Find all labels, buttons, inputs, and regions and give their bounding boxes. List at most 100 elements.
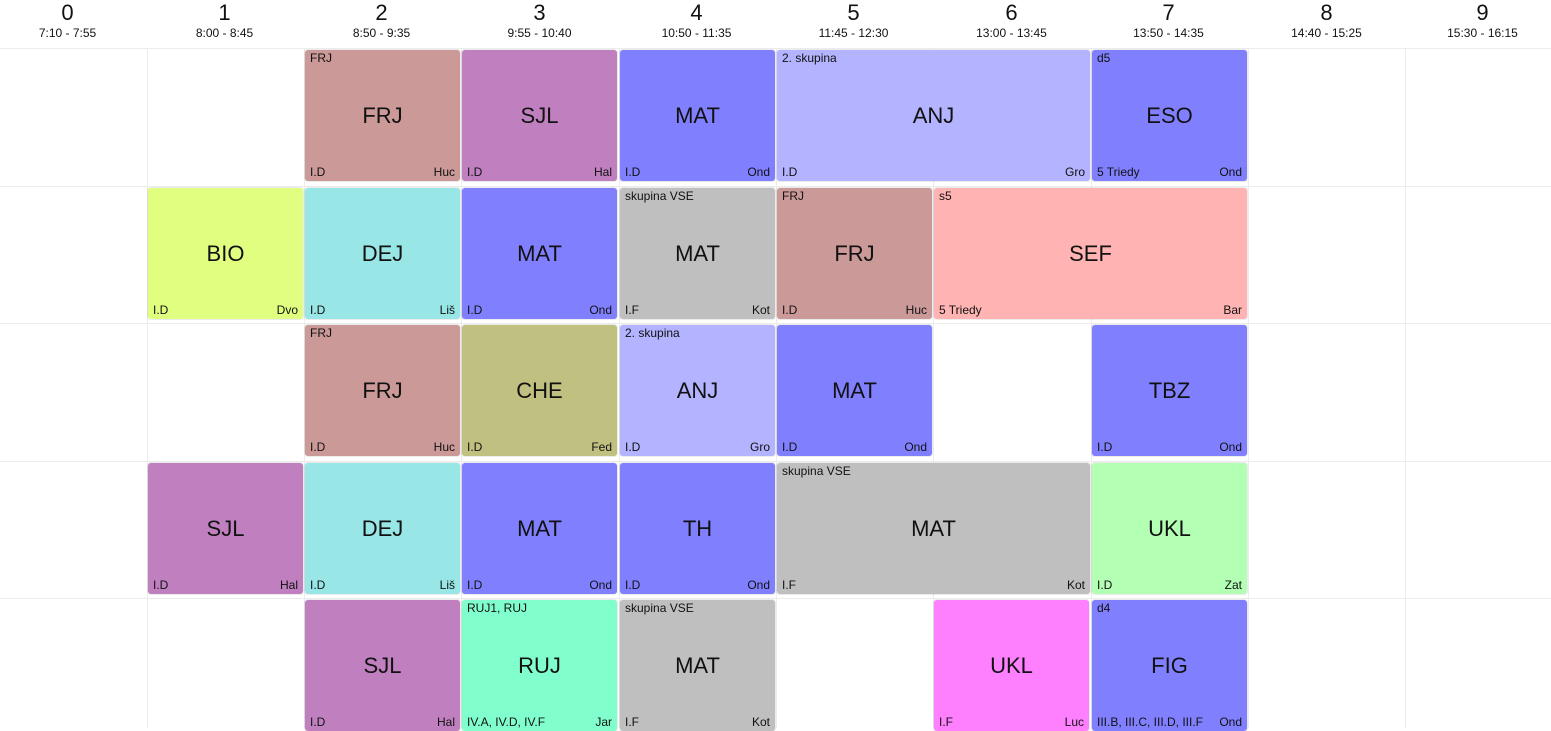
lesson-card[interactable]: CHE I.D Fed <box>462 325 617 456</box>
lesson-teacher: Jar <box>595 715 612 729</box>
lesson-subject: MAT <box>517 515 562 541</box>
period-0: 0 7:10 - 7:55 <box>0 0 146 41</box>
period-number: 4 <box>690 0 703 25</box>
period-time: 14:40 - 15:25 <box>1291 26 1362 40</box>
grid-column-divider <box>933 48 934 728</box>
period-number: 5 <box>847 0 860 25</box>
grid-column-divider <box>461 48 462 728</box>
lesson-card[interactable]: MAT I.D Ond <box>462 188 617 319</box>
lesson-group-label: FRJ <box>782 189 804 203</box>
lesson-teacher: Huc <box>433 440 455 454</box>
grid-row-divider <box>0 598 1551 599</box>
period-number: 9 <box>1476 0 1489 25</box>
lesson-teacher: Ond <box>1219 715 1242 729</box>
lesson-teacher: Luc <box>1064 715 1084 729</box>
lesson-teacher: Zat <box>1224 578 1242 592</box>
lesson-class: I.D <box>310 578 326 592</box>
lesson-group-label: skupina VSE <box>625 601 694 615</box>
lesson-card[interactable]: SJL I.D Hal <box>148 463 303 594</box>
lesson-card[interactable]: skupina VSE MAT I.F Kot <box>620 188 775 319</box>
lesson-card[interactable]: FRJ FRJ I.D Huc <box>777 188 932 319</box>
period-time: 7:10 - 7:55 <box>38 26 97 40</box>
period-number: 7 <box>1162 0 1175 25</box>
lesson-class: I.D <box>153 578 169 592</box>
lesson-card[interactable]: 2. skupina ANJ I.D Gro <box>777 50 1090 181</box>
lesson-class: I.D <box>310 165 326 179</box>
period-9: 9 15:30 - 16:15 <box>1404 0 1551 41</box>
lesson-teacher: Huc <box>433 165 455 179</box>
lesson-class: I.D <box>782 440 798 454</box>
period-5: 5 11:45 - 12:30 <box>775 0 932 41</box>
lesson-class: I.D <box>467 440 483 454</box>
lesson-class: I.D <box>782 303 798 317</box>
lesson-class: 5 Triedy <box>1097 165 1140 179</box>
grid-column-divider <box>776 48 777 728</box>
lesson-card[interactable]: skupina VSE MAT I.F Kot <box>777 463 1090 594</box>
lesson-subject: DEJ <box>361 515 404 541</box>
lesson-class: III.B, III.C, III.D, III.F <box>1097 715 1204 729</box>
lesson-teacher: Ond <box>589 303 612 317</box>
lesson-class: I.D <box>625 440 641 454</box>
lesson-teacher: Hal <box>593 165 612 179</box>
grid-row-divider <box>0 323 1551 324</box>
lesson-subject: TH <box>682 515 713 541</box>
lesson-group-label: skupina VSE <box>782 464 851 478</box>
lesson-card[interactable]: DEJ I.D Liš <box>305 463 460 594</box>
period-time: 13:50 - 14:35 <box>1133 26 1204 40</box>
grid-row-divider <box>0 461 1551 462</box>
lesson-card[interactable]: RUJ1, RUJ RUJ IV.A, IV.D, IV.F Jar <box>462 600 617 731</box>
lesson-card[interactable]: TBZ I.D Ond <box>1092 325 1247 456</box>
lesson-subject: DEJ <box>361 240 404 266</box>
lesson-teacher: Bar <box>1223 303 1242 317</box>
lesson-card[interactable]: UKL I.D Zat <box>1092 463 1247 594</box>
lesson-teacher: Kot <box>751 715 770 729</box>
lesson-card[interactable]: SJL I.D Hal <box>305 600 460 731</box>
lesson-subject: UKL <box>1148 515 1191 541</box>
period-time: 9:55 - 10:40 <box>507 26 572 40</box>
lesson-class: I.F <box>939 715 953 729</box>
period-time: 8:50 - 9:35 <box>352 26 411 40</box>
lesson-card[interactable]: MAT I.D Ond <box>777 325 932 456</box>
lesson-card[interactable]: MAT I.D Ond <box>462 463 617 594</box>
grid-column-divider <box>304 48 305 728</box>
grid-row-divider <box>0 186 1551 187</box>
lesson-class: I.D <box>467 578 483 592</box>
period-1: 1 8:00 - 8:45 <box>146 0 303 41</box>
lesson-card[interactable]: TH I.D Ond <box>620 463 775 594</box>
period-time: 15:30 - 16:15 <box>1447 26 1518 40</box>
lesson-card[interactable]: s5 SEF 5 Triedy Bar <box>934 188 1247 319</box>
lesson-card[interactable]: SJL I.D Hal <box>462 50 617 181</box>
period-time: 10:50 - 11:35 <box>661 26 732 40</box>
grid-column-divider <box>147 48 148 728</box>
lesson-class: I.D <box>153 303 169 317</box>
lesson-card[interactable]: FRJ FRJ I.D Huc <box>305 325 460 456</box>
lesson-teacher: Ond <box>747 165 770 179</box>
lesson-teacher: Dvo <box>276 303 298 317</box>
lesson-group-label: FRJ <box>310 326 332 340</box>
period-8: 8 14:40 - 15:25 <box>1248 0 1405 41</box>
lesson-card[interactable]: d5 ESO 5 Triedy Ond <box>1092 50 1247 181</box>
lesson-class: I.D <box>467 165 483 179</box>
lesson-class: 5 Triedy <box>939 303 982 317</box>
lesson-card[interactable]: BIO I.D Dvo <box>148 188 303 319</box>
lesson-card[interactable]: MAT I.D Ond <box>620 50 775 181</box>
period-time: 13:00 - 13:45 <box>976 26 1047 40</box>
period-number: 6 <box>1005 0 1018 25</box>
lesson-card[interactable]: skupina VSE MAT I.F Kot <box>620 600 775 731</box>
lesson-card[interactable]: 2. skupina ANJ I.D Gro <box>620 325 775 456</box>
lesson-subject: ANJ <box>912 102 955 128</box>
lesson-subject: MAT <box>832 377 877 403</box>
lesson-subject: MAT <box>675 652 720 678</box>
lesson-card[interactable]: d4 FIG III.B, III.C, III.D, III.F Ond <box>1092 600 1247 731</box>
lesson-teacher: Ond <box>904 440 927 454</box>
lesson-card[interactable]: DEJ I.D Liš <box>305 188 460 319</box>
lesson-card[interactable]: UKL I.F Luc <box>934 600 1089 731</box>
lesson-teacher: Gro <box>749 440 770 454</box>
lesson-subject: SEF <box>1069 240 1112 266</box>
lesson-teacher: Ond <box>589 578 612 592</box>
period-2: 2 8:50 - 9:35 <box>303 0 460 41</box>
lesson-class: I.F <box>625 715 639 729</box>
period-3: 3 9:55 - 10:40 <box>461 0 618 41</box>
lesson-card[interactable]: FRJ FRJ I.D Huc <box>305 50 460 181</box>
lesson-subject: ANJ <box>676 377 719 403</box>
